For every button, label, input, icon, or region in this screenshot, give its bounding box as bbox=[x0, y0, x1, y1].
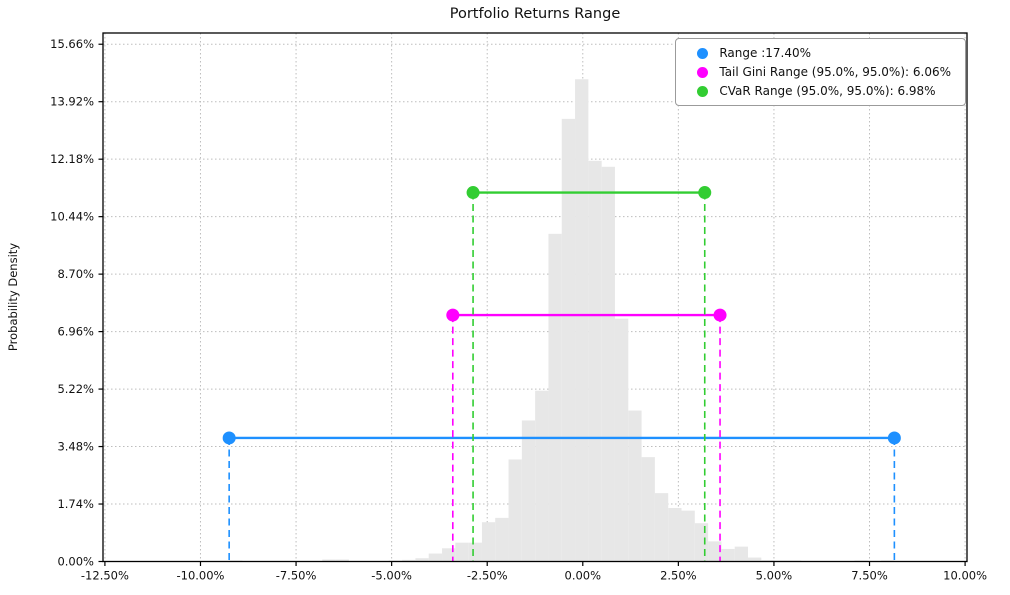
y-tick-label: 8.70% bbox=[57, 267, 94, 281]
x-tick-label: -10.00% bbox=[176, 569, 224, 583]
range-endpoint-marker bbox=[698, 186, 712, 200]
histogram-bar bbox=[694, 523, 709, 562]
legend-item-tail-gini: Tail Gini Range (95.0%, 95.0%): 6.06% bbox=[685, 65, 955, 79]
histogram-bar bbox=[708, 541, 722, 562]
legend-marker-cell bbox=[685, 47, 719, 59]
x-tick-label: 7.50% bbox=[851, 569, 888, 583]
range-endpoint-marker bbox=[466, 186, 480, 200]
histogram-bar bbox=[481, 522, 496, 562]
legend-item-range: Range :17.40% bbox=[685, 46, 955, 60]
x-tick-label: -5.00% bbox=[371, 569, 412, 583]
histogram-bar bbox=[601, 166, 615, 562]
range-endpoint-marker bbox=[222, 431, 236, 445]
histogram-bar bbox=[442, 548, 456, 562]
y-tick-label: 5.22% bbox=[57, 382, 94, 396]
histogram-bar bbox=[654, 493, 669, 562]
y-tick-label: 0.00% bbox=[57, 555, 94, 569]
histogram-bar bbox=[335, 559, 349, 562]
axis-ticks: -12.50% -10.00% -7.50% -5.00% -2.50% 0.00% 2.5… bbox=[50, 37, 987, 582]
x-tick-label: 10.00% bbox=[943, 569, 987, 583]
histogram-bar bbox=[614, 318, 629, 562]
x-tick-label: -2.50% bbox=[467, 569, 508, 583]
y-tick-label: 1.74% bbox=[57, 497, 94, 511]
histogram-bar bbox=[721, 548, 735, 562]
histogram-bar bbox=[402, 559, 416, 562]
histogram-bar bbox=[535, 390, 549, 562]
legend-marker-cell bbox=[685, 85, 719, 97]
legend-item-cvar: CVaR Range (95.0%, 95.0%): 6.98% bbox=[685, 84, 955, 98]
y-tick-label: 15.66% bbox=[50, 37, 94, 51]
x-tick-label: -12.50% bbox=[81, 569, 129, 583]
histogram-bar bbox=[415, 558, 429, 562]
range-series-range bbox=[222, 431, 901, 562]
range-endpoint-marker bbox=[887, 431, 901, 445]
histogram-bar bbox=[468, 542, 482, 562]
histogram-bars bbox=[229, 79, 895, 562]
y-tick-label: 13.92% bbox=[50, 95, 94, 109]
histogram-bar bbox=[588, 160, 602, 562]
histogram-bar bbox=[761, 560, 775, 562]
cvar-marker-dot-icon bbox=[696, 85, 708, 97]
histogram-bar bbox=[521, 420, 536, 562]
histogram-bar bbox=[495, 517, 509, 562]
x-tick-label: 5.00% bbox=[756, 569, 793, 583]
histogram-bar bbox=[628, 410, 642, 562]
legend-label-range: Range :17.40% bbox=[719, 46, 812, 60]
y-tick-label: 10.44% bbox=[50, 210, 94, 224]
histogram-bar bbox=[428, 553, 443, 562]
histogram-bar bbox=[748, 557, 762, 562]
histogram-bar bbox=[668, 507, 682, 562]
histogram-bar bbox=[575, 79, 589, 562]
legend-marker-cell bbox=[685, 66, 719, 78]
tail-gini-marker-dot-icon bbox=[696, 66, 708, 78]
legend-label-tail-gini: Tail Gini Range (95.0%, 95.0%): 6.06% bbox=[719, 65, 951, 79]
range-series-cvar-range bbox=[466, 186, 712, 562]
x-tick-label: 0.00% bbox=[565, 569, 602, 583]
range-marker-dot-icon bbox=[696, 47, 708, 59]
histogram-bar bbox=[455, 542, 469, 562]
y-tick-label: 12.18% bbox=[50, 152, 94, 166]
histogram-bar bbox=[561, 118, 576, 562]
range-series-tail-gini-range bbox=[446, 308, 727, 562]
y-tick-label: 3.48% bbox=[57, 440, 94, 454]
legend-box: Range :17.40% Tail Gini Range (95.0%, 95… bbox=[675, 38, 966, 106]
y-tick-label: 6.96% bbox=[57, 325, 94, 339]
range-endpoint-marker bbox=[446, 308, 460, 322]
histogram-bar bbox=[508, 459, 522, 562]
histogram-bar bbox=[641, 457, 655, 562]
axes-frame bbox=[102, 32, 968, 563]
histogram-bar bbox=[681, 510, 695, 562]
chart-title: Portfolio Returns Range bbox=[449, 6, 621, 22]
histogram-bar bbox=[322, 559, 336, 562]
x-tick-label: 2.50% bbox=[660, 569, 697, 583]
range-endpoint-marker bbox=[713, 308, 727, 322]
y-axis-label: Probability Density bbox=[6, 242, 20, 352]
histogram-bar bbox=[734, 546, 749, 562]
x-tick-label: -7.50% bbox=[276, 569, 317, 583]
histogram-bar bbox=[548, 233, 562, 562]
legend-label-cvar: CVaR Range (95.0%, 95.0%): 6.98% bbox=[719, 84, 936, 98]
